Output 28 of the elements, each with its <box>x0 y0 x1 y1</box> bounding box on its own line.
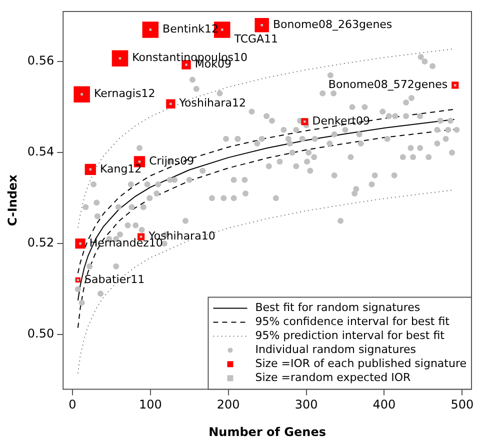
legend-label: Best fit for random signatures <box>255 301 420 314</box>
legend-label: 95% prediction interval for best fit <box>255 329 446 342</box>
legend-label: 95% confidence interval for best fit <box>255 315 450 328</box>
line-series <box>77 48 455 228</box>
x-tick-label: 200 <box>216 398 240 412</box>
y-tick-label: 0.56 <box>27 54 54 68</box>
x-tick-label: 500 <box>450 398 474 412</box>
annotation: Kang12 <box>100 162 142 176</box>
y-tick-label: 0.50 <box>27 326 54 341</box>
x-tick-label: 0 <box>68 398 76 412</box>
annotation: Crijns09 <box>149 154 194 168</box>
annotation: Bonome08_263genes <box>272 18 392 32</box>
y-tick-label: 0.54 <box>27 144 54 159</box>
annotation: Bonome08_572genes <box>328 78 448 92</box>
annotation: Kernagis12 <box>94 87 156 100</box>
annotation: Yoshihara12 <box>178 96 246 110</box>
x-axis-title: Number of Genes <box>208 424 326 439</box>
annotation: Denkert09 <box>312 114 370 128</box>
legend-label: Size =IOR of each published signature <box>255 357 467 370</box>
legend-label: Size =random expected IOR <box>255 371 412 384</box>
annotation: TCGA11 <box>233 32 278 46</box>
annotation: Sabatier11 <box>84 272 145 286</box>
y-axis-title: C-Index <box>5 174 20 226</box>
x-tick-label: 300 <box>294 398 318 412</box>
y-tick-label: 0.52 <box>27 236 54 250</box>
x-tick-label: 400 <box>372 398 396 412</box>
x-tick-label: 100 <box>138 398 162 412</box>
legend-label: Individual random signatures <box>255 343 416 356</box>
